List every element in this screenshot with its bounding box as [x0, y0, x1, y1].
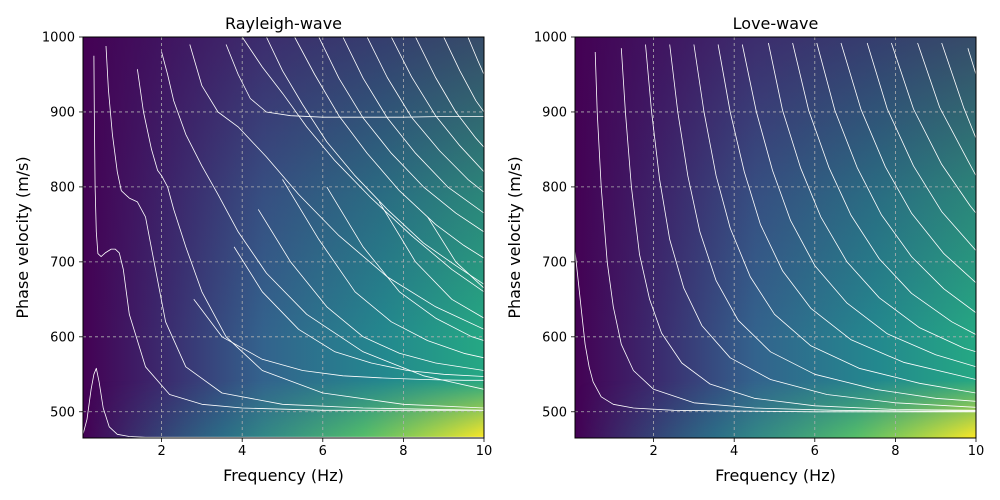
chart-title: Love-wave — [733, 14, 819, 33]
dispersion-curve — [189, 44, 484, 330]
dispersion-curve — [318, 37, 484, 233]
y-tick-label: 1000 — [534, 31, 567, 46]
y-tick-label: 500 — [50, 405, 75, 420]
y-tick-label: 500 — [542, 405, 567, 420]
dispersion-curve — [866, 42, 976, 251]
y-axis-label: Phase velocity (m/s) — [505, 156, 524, 318]
rayleigh-wave-panel: 2 4 6 8 10 500 600 700 800 900 1000 Rayleigh-wave Fr… — [13, 14, 492, 485]
dispersion-curve — [93, 55, 484, 411]
dispersion-curve — [967, 48, 976, 75]
y-tick-label: 900 — [542, 105, 567, 120]
x-tick-label: 10 — [968, 444, 985, 459]
dispersion-curve — [378, 201, 484, 319]
dispersion-curve — [282, 179, 484, 359]
y-tick-label: 600 — [542, 330, 567, 345]
dispersion-curve — [427, 216, 484, 289]
y-tick-label: 600 — [50, 330, 75, 345]
dispersion-curve — [467, 37, 484, 75]
dispersion-curve — [257, 209, 484, 371]
chart-title: Rayleigh-wave — [225, 14, 342, 33]
x-tick-label: 10 — [476, 444, 493, 459]
dispersion-curve — [620, 48, 976, 411]
y-tick-label: 700 — [50, 255, 75, 270]
dispersion-curve — [326, 186, 484, 341]
x-tick-label: 6 — [319, 444, 327, 459]
axis-ticks: 2 4 6 8 10 500 600 700 800 900 1000 — [42, 31, 492, 460]
dispersion-curve — [741, 44, 976, 368]
dispersion-curve — [366, 37, 484, 193]
dispersion-curve — [792, 42, 976, 335]
x-axis-label: Frequency (Hz) — [223, 466, 344, 485]
dispersion-curves — [575, 42, 976, 413]
dispersion-curve — [233, 246, 484, 377]
dispersion-curve — [594, 51, 976, 412]
x-tick-label: 8 — [399, 444, 407, 459]
love-wave-panel: 2 4 6 8 10 500 600 700 800 900 1000 Love-wave Freque… — [505, 14, 984, 485]
dispersion-curve — [768, 42, 976, 353]
x-tick-label: 4 — [730, 444, 738, 459]
dispersion-curve — [241, 37, 484, 293]
dispersion-curve — [891, 42, 976, 214]
x-tick-label: 8 — [891, 444, 899, 459]
dispersion-curve — [415, 37, 484, 148]
dispersion-curve — [917, 42, 976, 176]
y-tick-label: 800 — [542, 180, 567, 195]
x-axis-label: Frequency (Hz) — [715, 466, 836, 485]
y-axis-label: Phase velocity (m/s) — [13, 156, 32, 318]
dispersion-curve — [840, 42, 976, 284]
y-tick-label: 1000 — [42, 31, 75, 46]
x-tick-label: 6 — [811, 444, 819, 459]
dispersion-curve — [137, 69, 484, 409]
y-tick-label: 700 — [542, 255, 567, 270]
dispersion-curves — [83, 37, 484, 438]
dispersion-curve — [575, 250, 976, 413]
x-tick-label: 2 — [157, 444, 165, 459]
dispersion-curve — [266, 37, 484, 285]
dispersion-curve — [390, 37, 484, 173]
dispersion-curve — [105, 45, 484, 411]
dispersion-curve — [225, 44, 484, 118]
x-tick-label: 4 — [238, 444, 246, 459]
dispersion-curve — [669, 44, 976, 402]
plot-frame — [574, 36, 977, 439]
axis-ticks: 2 4 6 8 10 500 600 700 800 900 1000 — [534, 31, 984, 460]
dispersion-curve — [645, 44, 976, 408]
dispersion-curve — [342, 37, 484, 214]
dispersion-curve — [693, 44, 976, 394]
dispersion-curve — [941, 42, 976, 139]
dispersion-curve — [161, 51, 484, 390]
x-tick-label: 2 — [649, 444, 657, 459]
dispersion-curve — [443, 37, 484, 113]
y-tick-label: 900 — [50, 105, 75, 120]
dispersion-curve — [83, 367, 484, 438]
plot-frame — [82, 36, 485, 439]
dispersion-curve — [294, 37, 484, 259]
dispersion-curve — [816, 42, 976, 314]
dispersion-curve — [193, 299, 484, 381]
y-tick-label: 800 — [50, 180, 75, 195]
dispersion-curve — [717, 44, 976, 380]
heatmap-background — [575, 37, 976, 438]
